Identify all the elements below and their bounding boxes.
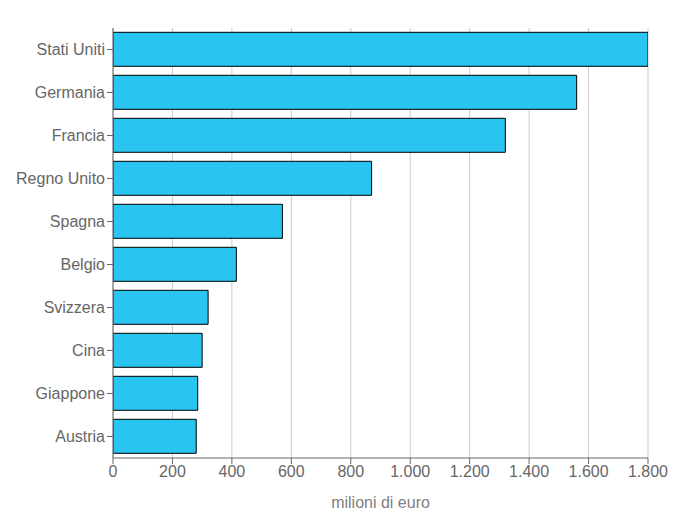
svg-text:200: 200 bbox=[159, 463, 186, 480]
svg-text:milioni di euro: milioni di euro bbox=[331, 494, 430, 511]
svg-text:Svizzera: Svizzera bbox=[44, 299, 105, 316]
svg-text:400: 400 bbox=[219, 463, 246, 480]
svg-text:0: 0 bbox=[109, 463, 118, 480]
svg-text:Regno Unito: Regno Unito bbox=[16, 170, 105, 187]
svg-text:Belgio: Belgio bbox=[61, 256, 106, 273]
svg-text:800: 800 bbox=[337, 463, 364, 480]
svg-text:Germania: Germania bbox=[35, 84, 105, 101]
svg-text:1.000: 1.000 bbox=[390, 463, 430, 480]
svg-text:1.400: 1.400 bbox=[509, 463, 549, 480]
svg-text:Francia: Francia bbox=[52, 127, 105, 144]
svg-text:600: 600 bbox=[278, 463, 305, 480]
svg-text:Cina: Cina bbox=[72, 342, 105, 359]
svg-text:1.800: 1.800 bbox=[628, 463, 668, 480]
svg-text:Spagna: Spagna bbox=[50, 213, 105, 230]
svg-text:Austria: Austria bbox=[55, 428, 105, 445]
svg-text:1.600: 1.600 bbox=[569, 463, 609, 480]
svg-text:Giappone: Giappone bbox=[36, 385, 105, 402]
svg-text:1.200: 1.200 bbox=[450, 463, 490, 480]
svg-text:Stati Uniti: Stati Uniti bbox=[37, 41, 105, 58]
